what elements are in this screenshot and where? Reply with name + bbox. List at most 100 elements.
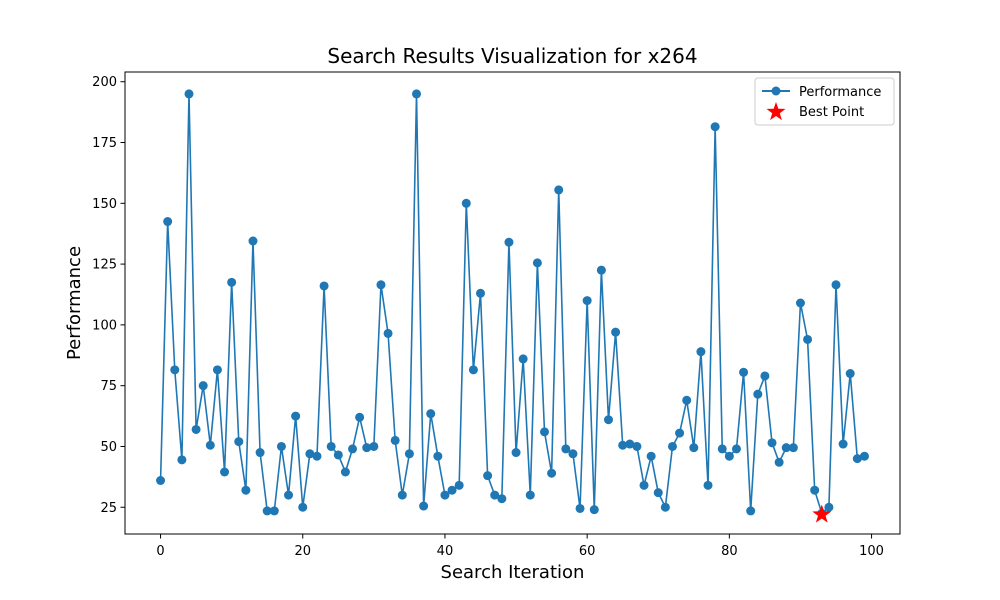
data-point [803,334,813,344]
data-point [319,281,329,291]
data-point [646,451,656,461]
legend-label-best-point: Best Point [799,105,864,120]
data-point [483,471,493,481]
x-tick-label: 0 [156,544,164,559]
data-point [589,505,599,515]
x-axis-title: Search Iteration [441,562,585,583]
data-point [532,258,542,268]
data-point [397,490,407,500]
data-point [298,502,308,512]
data-point [724,451,734,461]
data-point [731,444,741,454]
data-point [689,443,699,453]
data-point [810,485,820,495]
data-point [205,440,215,450]
y-tick-label: 100 [92,318,117,333]
legend-label-performance: Performance [799,85,881,100]
data-point [760,371,770,381]
data-point [660,502,670,512]
data-point [468,365,478,375]
data-point [454,480,464,490]
data-point [568,449,578,459]
data-point [525,490,535,500]
data-point [518,354,528,364]
y-tick-label: 50 [100,440,117,455]
data-point [198,381,208,391]
data-point [163,217,173,227]
data-point [539,427,549,437]
data-point [717,444,727,454]
data-point [262,506,272,516]
data-point [383,328,393,338]
data-point [333,450,343,460]
data-point [326,441,336,451]
y-tick-label: 25 [100,501,117,516]
x-tick-label: 100 [859,544,884,559]
x-tick-label: 40 [437,544,454,559]
data-point [547,468,557,478]
series-layer [156,89,869,523]
data-point [653,488,663,498]
y-axis: 25 50 75 100 125 150 175 200 [92,75,125,516]
data-point [504,237,514,247]
y-tick-label: 200 [92,75,117,90]
data-point [433,451,443,461]
data-point [227,277,237,287]
data-point [348,444,358,454]
data-point [511,448,521,458]
data-point [795,298,805,308]
x-axis: 0 20 40 60 80 100 [156,534,884,559]
data-point [845,369,855,379]
data-point [625,439,635,449]
data-point [191,424,201,434]
data-point [831,280,841,290]
data-point [852,454,862,464]
data-point [739,367,749,377]
data-point [767,438,777,448]
legend: Performance Best Point [754,77,895,126]
data-point [412,89,422,99]
data-point [575,503,585,513]
data-point [291,411,301,421]
data-point [611,327,621,337]
data-point [376,280,386,290]
data-point [753,389,763,399]
legend-swatch-marker-performance [771,86,781,96]
x-tick-label: 60 [579,544,596,559]
data-point [170,365,180,375]
data-point [284,490,294,500]
data-point [781,443,791,453]
data-point [603,415,613,425]
data-point [212,365,222,375]
legend-box [754,77,895,126]
data-point [255,448,265,458]
data-point [675,428,685,438]
data-point [596,265,606,275]
data-point [419,501,429,511]
data-point [404,449,414,459]
plot-area-frame [124,71,901,535]
data-point [632,441,642,451]
legend-swatch-star-best-point [766,102,786,121]
data-point [667,441,677,451]
data-point [305,449,315,459]
x-tick-label: 80 [721,544,738,559]
data-point [269,506,279,516]
data-point [554,185,564,195]
data-point [248,236,258,246]
data-point [184,89,194,99]
y-tick-label: 75 [100,379,117,394]
data-point [220,467,230,477]
data-point [838,439,848,449]
y-axis-title: Performance [64,246,85,360]
data-point [490,490,500,500]
y-tick-label: 175 [92,136,117,151]
data-point [582,296,592,306]
data-point [447,485,457,495]
y-tick-label: 150 [92,197,117,212]
data-point [824,502,834,512]
data-point [561,444,571,454]
data-point [703,480,713,490]
data-point [859,451,869,461]
data-point [682,395,692,405]
